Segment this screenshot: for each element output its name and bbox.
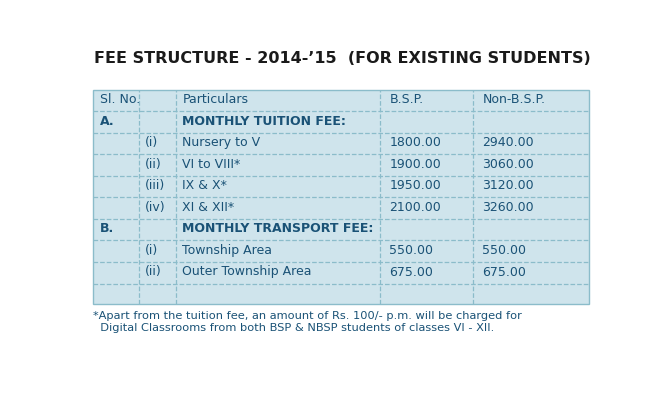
- Text: (ii): (ii): [145, 266, 162, 279]
- Text: Particulars: Particulars: [182, 93, 248, 106]
- Text: 1800.00: 1800.00: [390, 136, 442, 149]
- Text: (iii): (iii): [145, 179, 165, 192]
- Text: IX & X*: IX & X*: [182, 179, 227, 192]
- Text: Sl. No.: Sl. No.: [101, 93, 141, 106]
- Text: (iv): (iv): [145, 201, 166, 214]
- Text: B.: B.: [101, 222, 115, 235]
- Text: Township Area: Township Area: [182, 244, 272, 257]
- Text: 2940.00: 2940.00: [482, 136, 534, 149]
- Text: (ii): (ii): [145, 158, 162, 171]
- Text: A.: A.: [101, 115, 115, 128]
- Text: MONTHLY TRANSPORT FEE:: MONTHLY TRANSPORT FEE:: [182, 222, 374, 235]
- Text: 2100.00: 2100.00: [390, 201, 441, 214]
- Text: *Apart from the tuition fee, an amount of Rs. 100/- p.m. will be charged for: *Apart from the tuition fee, an amount o…: [93, 311, 522, 321]
- FancyBboxPatch shape: [93, 90, 589, 303]
- Text: 3060.00: 3060.00: [482, 158, 534, 171]
- Text: 675.00: 675.00: [390, 266, 434, 279]
- Text: 550.00: 550.00: [390, 244, 434, 257]
- Text: Outer Township Area: Outer Township Area: [182, 266, 312, 279]
- Text: Non-B.S.P.: Non-B.S.P.: [482, 93, 545, 106]
- Text: 675.00: 675.00: [482, 266, 526, 279]
- Text: B.S.P.: B.S.P.: [390, 93, 424, 106]
- Text: 1900.00: 1900.00: [390, 158, 441, 171]
- Text: MONTHLY TUITION FEE:: MONTHLY TUITION FEE:: [182, 115, 346, 128]
- Text: Digital Classrooms from both BSP & NBSP students of classes VI - XII.: Digital Classrooms from both BSP & NBSP …: [93, 323, 495, 333]
- Text: 3260.00: 3260.00: [482, 201, 534, 214]
- Text: (i): (i): [145, 136, 159, 149]
- Text: FEE STRUCTURE - 2014-’15  (FOR EXISTING STUDENTS): FEE STRUCTURE - 2014-’15 (FOR EXISTING S…: [94, 51, 591, 66]
- Text: 3120.00: 3120.00: [482, 179, 534, 192]
- Text: VI to VIII*: VI to VIII*: [182, 158, 240, 171]
- Text: Nursery to V: Nursery to V: [182, 136, 260, 149]
- Text: 1950.00: 1950.00: [390, 179, 441, 192]
- Text: (i): (i): [145, 244, 159, 257]
- Text: 550.00: 550.00: [482, 244, 526, 257]
- Text: XI & XII*: XI & XII*: [182, 201, 234, 214]
